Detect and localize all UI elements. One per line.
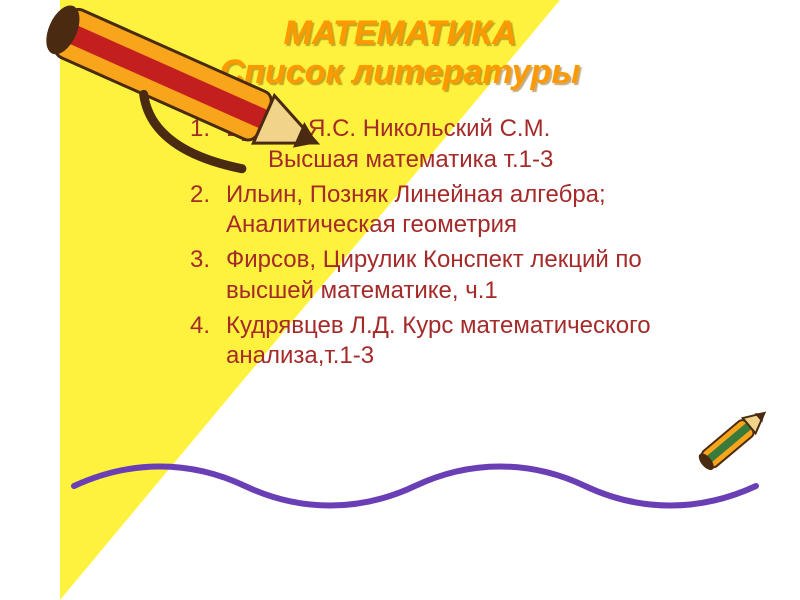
pencil-small-icon [686, 400, 782, 490]
pencil-big-icon [8, 0, 348, 186]
list-item-text: Ильин, Позняк Линейная алгебра; Аналитич… [226, 181, 606, 239]
wavy-underline [70, 456, 760, 516]
list-item: Ильин, Позняк Линейная алгебра; Аналитич… [190, 180, 730, 241]
list-item: Кудрявцев Л.Д. Курс математического анал… [190, 311, 730, 372]
list-item-text: Фирсов, Цирулик Конспект лекций по высше… [226, 246, 642, 304]
list-item: Фирсов, Цирулик Конспект лекций по высше… [190, 245, 730, 306]
list-item-text: Кудрявцев Л.Д. Курс математического анал… [226, 312, 651, 370]
